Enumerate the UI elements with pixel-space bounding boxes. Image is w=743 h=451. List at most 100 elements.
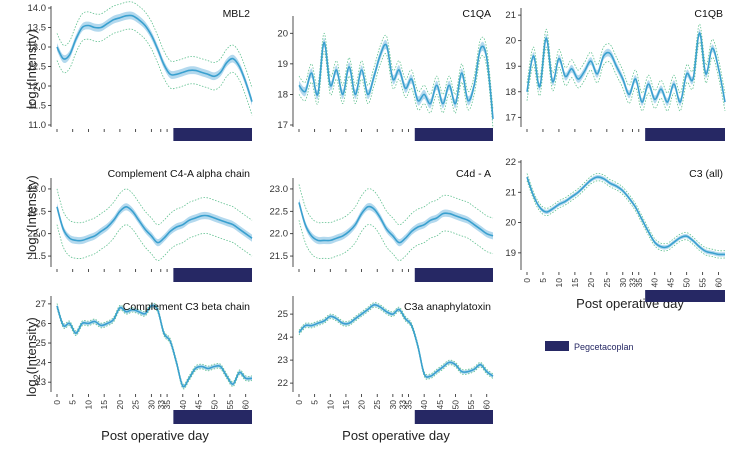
- y-tick-label: 25: [277, 309, 288, 320]
- x-tick-label: 33: [156, 400, 166, 410]
- y-tick-label: 23.0: [270, 184, 289, 195]
- upper-bound-line: [526, 23, 726, 94]
- y-tick-label: 22: [505, 157, 516, 168]
- y-tick-label: 25: [35, 338, 46, 349]
- panel-title: MBL2: [223, 8, 251, 20]
- x-axis-label-col2: Post operative day: [342, 428, 450, 443]
- x-tick-label: 40: [419, 400, 429, 410]
- y-tick-label: 13.5: [28, 23, 47, 34]
- lower-bound-line: [298, 220, 494, 261]
- y-tick-label: 12.5: [28, 62, 47, 73]
- y-tick-label: 23.0: [28, 184, 47, 195]
- treatment-bar: [645, 290, 725, 302]
- y-tick-label: 26: [35, 318, 46, 329]
- x-tick-label: 30: [388, 400, 398, 410]
- x-tick-label: 25: [372, 400, 382, 410]
- treatment-bar: [414, 128, 493, 141]
- y-tick-label: 18: [505, 87, 516, 98]
- x-tick-label: 33: [627, 278, 637, 288]
- treatment-bar: [173, 410, 252, 424]
- mean-line: [56, 205, 253, 244]
- y-tick-label: 20: [505, 218, 516, 229]
- y-axis-label-row2: log2(Intensity): [24, 175, 42, 254]
- upper-bound-line: [56, 188, 253, 226]
- x-tick-label: 15: [99, 400, 109, 410]
- panel-title: C3 (all): [689, 168, 723, 180]
- confidence-band: [299, 303, 493, 379]
- x-tick-label: 20: [115, 400, 125, 410]
- mean-line: [56, 14, 253, 102]
- panel-1: 17 18 19 20 C1QA: [277, 8, 494, 141]
- lower-bound-line: [526, 180, 726, 259]
- x-tick-label: 30: [618, 278, 628, 288]
- y-tick-label: 11.5: [28, 101, 46, 112]
- y-tick-label: 22.0: [270, 229, 289, 240]
- mean-line: [526, 32, 726, 103]
- x-tick-label: 5: [68, 400, 78, 405]
- x-tick-label: 60: [482, 400, 492, 410]
- panel-title: C1QA: [462, 8, 491, 20]
- x-tick-label: 45: [194, 400, 204, 410]
- panel-3: 21.5 22.0 22.5 23.0 Complement C4-A alpha ch…: [28, 168, 253, 282]
- x-tick-label: 0: [52, 400, 62, 405]
- y-tick-label: 21.5: [270, 251, 289, 262]
- y-tick-label: 21: [505, 187, 516, 198]
- lower-bound-line: [298, 51, 494, 129]
- x-tick-label: 35: [162, 400, 172, 410]
- upper-bound-line: [298, 302, 494, 376]
- treatment-bar: [173, 268, 252, 282]
- x-tick-label: 40: [178, 400, 188, 410]
- y-tick-label: 13.0: [28, 42, 47, 53]
- upper-bound-line: [526, 173, 726, 252]
- x-tick-label: 60: [714, 278, 724, 288]
- legend-swatch: [545, 341, 569, 351]
- panel-title: C3a anaphylatoxin: [404, 301, 491, 313]
- y-tick-label: 19: [505, 61, 516, 72]
- y-tick-label: 20: [277, 28, 288, 39]
- confidence-band: [299, 198, 493, 247]
- x-tick-label: 10: [325, 400, 335, 410]
- treatment-bar: [414, 268, 493, 282]
- x-tick-label: 33: [397, 400, 407, 410]
- x-tick-label: 50: [209, 400, 219, 410]
- panel-title: C1QB: [694, 8, 723, 20]
- confidence-band: [57, 303, 252, 389]
- y-tick-label: 17: [277, 120, 288, 131]
- y-tick-label: 11.0: [28, 120, 46, 131]
- x-tick-label: 35: [634, 278, 644, 288]
- x-tick-label: 5: [538, 278, 548, 283]
- lower-bound-line: [56, 307, 253, 390]
- y-tick-label: 21.5: [28, 251, 47, 262]
- x-tick-label: 25: [131, 400, 141, 410]
- x-tick-label: 35: [404, 400, 414, 410]
- lower-bound-line: [526, 41, 726, 112]
- upper-bound-line: [298, 184, 494, 226]
- x-tick-label: 15: [341, 400, 351, 410]
- panel-0: 11.0 11.5 12.0 12.5 13.0 13.5 14.0 MBL2: [28, 1, 253, 141]
- y-tick-label: 22.5: [28, 206, 47, 217]
- x-tick-label: 55: [225, 400, 235, 410]
- x-tick-label: 15: [570, 278, 580, 288]
- lower-bound-line: [56, 224, 253, 261]
- x-tick-label: 55: [698, 278, 708, 288]
- x-tick-label: 20: [357, 400, 367, 410]
- y-tick-label: 21: [505, 10, 516, 21]
- lower-bound-line: [298, 306, 494, 380]
- legend: Pegcetacoplan: [545, 341, 634, 352]
- mean-line: [298, 41, 494, 119]
- legend-label: Pegcetacoplan: [574, 342, 634, 352]
- x-tick-label: 45: [666, 278, 676, 288]
- y-tick-label: 27: [35, 299, 46, 310]
- y-tick-label: 20: [505, 36, 516, 47]
- y-tick-label: 12.0: [28, 81, 47, 92]
- x-tick-label: 10: [554, 278, 564, 288]
- y-tick-label: 19: [505, 248, 516, 259]
- y-tick-label: 19: [277, 59, 288, 70]
- y-tick-label: 24: [35, 358, 46, 369]
- x-tick-label: 30: [146, 400, 156, 410]
- panel-title: Complement C4-A alpha chain: [108, 168, 251, 180]
- x-tick-label: 10: [83, 400, 93, 410]
